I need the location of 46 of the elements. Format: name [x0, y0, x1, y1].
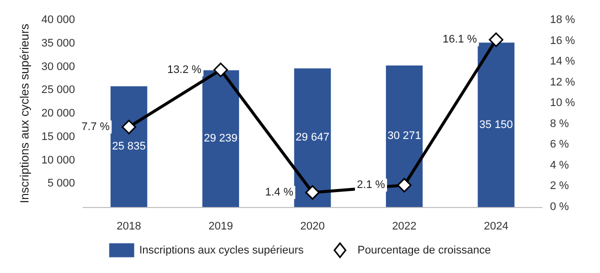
bar [202, 70, 240, 207]
y2-tick-label: 8 % [550, 118, 570, 130]
data-label: 35 150 [479, 118, 513, 131]
y2-tick-label: 18 % [550, 14, 576, 26]
data-label: 13.2 % [167, 64, 202, 76]
y-tick-label: 20 000 [41, 108, 75, 120]
data-label: 16.1 % [442, 34, 478, 46]
bar [386, 65, 423, 207]
y2-tick-label: 6 % [550, 138, 570, 151]
y-tick-label: 10 000 [41, 154, 75, 166]
point [122, 120, 136, 134]
data-label: 25 835 [112, 140, 146, 153]
legend-label: Inscriptions aux cycles supérieurs [139, 244, 304, 256]
y2-tick-label: 10 % [550, 97, 576, 110]
x-tick-label: 2020 [300, 220, 325, 232]
y2-tick-label: 0 % [550, 201, 570, 213]
y2-tick-label: 4 % [550, 159, 570, 172]
y-tick-label: 15 000 [41, 130, 75, 143]
bar [478, 42, 514, 207]
y-tick-label: 30 000 [41, 60, 75, 73]
bar [294, 68, 331, 207]
data-label: 1.4 % [265, 186, 294, 198]
point [213, 62, 228, 78]
y2-tick-label: 16 % [550, 34, 576, 47]
point [305, 185, 320, 200]
data-label: 7.7 % [82, 121, 110, 134]
y-tick-label: 35 000 [41, 37, 75, 50]
y-tick-label: 25 000 [41, 84, 75, 96]
y2-tick-label: 2 % [550, 180, 570, 192]
y-tick-label: 40 000 [41, 14, 75, 26]
y-tick-label: 5 000 [47, 178, 75, 190]
point [488, 32, 504, 47]
x-tick-label: 2018 [116, 220, 142, 232]
y-axis-title: Inscriptions aux cycles supérieurs [17, 24, 32, 204]
x-tick-label: 2024 [484, 220, 508, 232]
y2-tick-label: 12 % [550, 76, 576, 88]
x-tick-label: 2019 [208, 220, 233, 232]
point [397, 178, 412, 192]
x-tick-label: 2022 [392, 220, 417, 232]
data-label: 29 239 [204, 132, 238, 145]
y2-tick-label: 14 % [550, 56, 576, 68]
data-label: 2.1 % [356, 179, 386, 192]
data-label: 29 647 [296, 132, 330, 144]
legend-label: Pourcentage de croissance [358, 244, 491, 256]
bar [110, 86, 148, 207]
data-label: 30 271 [387, 130, 422, 142]
